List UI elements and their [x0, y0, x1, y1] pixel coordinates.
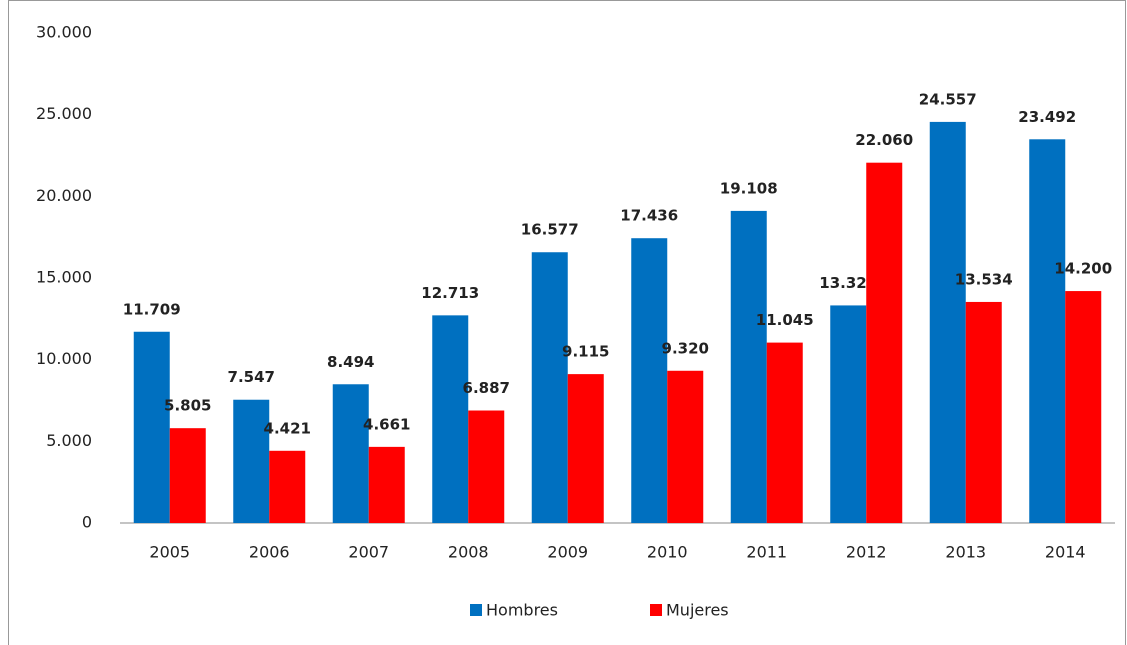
bar: [1065, 291, 1102, 523]
value-label: 24.557: [919, 90, 977, 108]
bar: [432, 315, 469, 523]
y-tick-label: 5.000: [46, 431, 92, 450]
y-tick-label: 30.000: [36, 23, 92, 42]
bar: [269, 450, 306, 523]
bar: [631, 238, 668, 523]
chart-border: [8, 0, 1126, 645]
y-tick-label: 0: [82, 513, 92, 532]
x-tick-label: 2005: [149, 543, 190, 562]
x-tick-label: 2008: [448, 543, 489, 562]
x-tick-label: 2014: [1045, 543, 1086, 562]
value-label: 13.321: [819, 274, 877, 292]
bar: [332, 384, 369, 523]
bar: [1029, 139, 1066, 523]
bar: [667, 370, 704, 523]
value-label: 9.115: [562, 343, 609, 361]
value-label: 7.547: [228, 368, 275, 386]
x-tick-label: 2009: [547, 543, 588, 562]
value-label: 8.494: [327, 353, 374, 371]
value-label: 11.709: [123, 300, 181, 318]
x-tick-label: 2011: [746, 543, 787, 562]
bar: [929, 121, 966, 523]
bar: [830, 305, 867, 523]
value-label: 12.713: [421, 284, 479, 302]
value-label: 19.108: [720, 179, 778, 197]
y-tick-label: 20.000: [36, 186, 92, 205]
y-tick-label: 15.000: [36, 268, 92, 287]
value-label: 9.320: [662, 339, 709, 357]
value-label: 4.421: [264, 419, 311, 437]
value-label: 16.577: [521, 221, 579, 239]
y-tick-label: 10.000: [36, 349, 92, 368]
bar: [531, 252, 568, 523]
value-label: 17.436: [620, 207, 678, 225]
bar: [368, 446, 405, 523]
x-tick-label: 2012: [846, 543, 887, 562]
x-tick-label: 2007: [348, 543, 389, 562]
bar: [965, 301, 1002, 523]
value-label: 22.060: [855, 131, 913, 149]
y-tick-label: 25.000: [36, 104, 92, 123]
value-label: 11.045: [756, 311, 814, 329]
value-label: 23.492: [1018, 108, 1076, 126]
bar: [866, 162, 903, 524]
bar: [766, 342, 803, 523]
bar: [730, 210, 767, 524]
legend-swatch: [650, 604, 662, 616]
bar: [133, 331, 170, 523]
bar: [468, 410, 505, 523]
bar: [567, 374, 604, 523]
x-tick-label: 2010: [647, 543, 688, 562]
value-label: 14.200: [1054, 260, 1112, 278]
legend-label: Mujeres: [666, 601, 729, 620]
value-label: 4.661: [363, 415, 410, 433]
value-label: 13.534: [955, 270, 1013, 288]
legend-label: Hombres: [486, 601, 558, 620]
legend-swatch: [470, 604, 482, 616]
bar: [169, 428, 206, 523]
value-label: 5.805: [164, 397, 211, 415]
value-label: 6.887: [463, 379, 510, 397]
x-tick-label: 2013: [945, 543, 986, 562]
x-tick-label: 2006: [249, 543, 290, 562]
bar: [233, 399, 270, 523]
